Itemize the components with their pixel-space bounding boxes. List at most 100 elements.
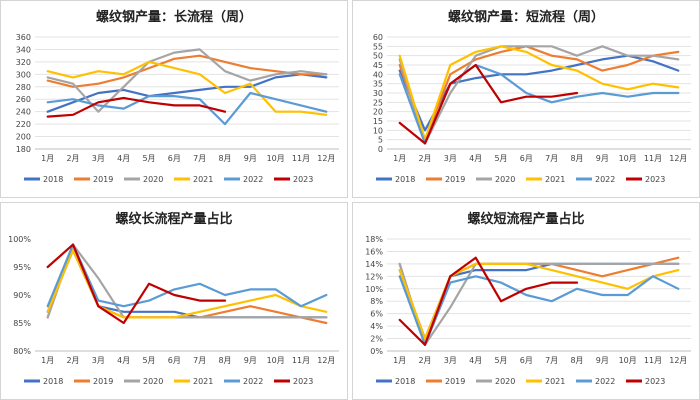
x-tick-label: 11月 [644,154,662,163]
y-tick-label: 6% [370,310,383,319]
x-tick-label: 5月 [494,356,507,365]
x-tick-label: 6月 [168,154,181,163]
y-tick-label: 25 [373,98,383,107]
y-tick-label: 200 [16,133,31,142]
x-tick-label: 4月 [469,154,482,163]
x-tick-label: 3月 [444,154,457,163]
legend-label-2023: 2023 [645,175,665,184]
x-tick-label: 1月 [393,356,406,365]
legend-label-2019: 2019 [445,175,465,184]
x-tick-label: 11月 [292,356,310,365]
x-tick-label: 8月 [570,154,583,163]
legend-label-2021: 2021 [193,175,213,184]
x-tick-label: 12月 [317,356,335,365]
y-tick-label: 5 [378,136,383,145]
y-tick-label: 220 [16,120,31,129]
series-line-2023 [398,256,579,346]
y-tick-label: 360 [16,33,31,42]
series-line-2020 [398,262,680,346]
legend-label-2021: 2021 [193,377,213,386]
x-tick-label: 10月 [619,356,637,365]
y-tick-label: 14% [365,260,383,269]
x-tick-label: 9月 [596,154,609,163]
legend-label-2019: 2019 [93,175,113,184]
legend-label-2022: 2022 [243,377,263,386]
x-tick-label: 6月 [520,356,533,365]
y-tick-label: 12% [365,272,383,281]
chart-title: 螺纹钢产量：长流程（周） [96,9,252,25]
y-tick-label: 30 [373,89,383,98]
x-tick-label: 1月 [41,356,54,365]
x-tick-label: 4月 [469,356,482,365]
x-tick-label: 8月 [218,154,231,163]
x-tick-label: 7月 [193,356,206,365]
x-tick-label: 2月 [418,356,431,365]
y-tick-label: 0% [370,347,383,356]
y-tick-label: 50 [373,52,383,61]
x-tick-label: 7月 [545,356,558,365]
chart-title: 螺纹长流程产量占比 [115,211,232,227]
legend-label-2023: 2023 [293,175,313,184]
x-tick-label: 8月 [218,356,231,365]
x-tick-label: 5月 [494,154,507,163]
x-tick-label: 12月 [317,154,335,163]
series-line-2020 [46,243,328,319]
series-line-2022 [46,91,328,126]
legend-label-2020: 2020 [143,175,163,184]
y-tick-label: 320 [16,58,31,67]
series-line-2019 [46,54,328,88]
x-tick-label: 9月 [244,154,257,163]
x-tick-label: 3月 [92,356,105,365]
x-tick-label: 2月 [66,356,79,365]
y-tick-label: 0 [378,145,383,154]
x-tick-label: 3月 [92,154,105,163]
x-tick-label: 10月 [267,356,285,365]
legend-label-2019: 2019 [445,377,465,386]
y-tick-label: 40 [373,70,383,79]
x-tick-label: 6月 [168,356,181,365]
line-chart-long-process-output: 螺纹钢产量：长流程（周） 180 200 220 240 260 280 300 320 340 3… [16,9,339,184]
y-tick-label: 60 [373,33,383,42]
y-tick-label: 2% [370,335,383,344]
x-tick-label: 1月 [41,154,54,163]
chart-panel-short-process-output: 螺纹钢产量：短流程（周） 0 5 10 15 20 25 30 35 40 45 50 55 60 1月 2月… [352,0,700,198]
y-tick-label: 20 [373,108,383,117]
legend-label-2022: 2022 [243,175,263,184]
series-line-2023 [398,63,579,145]
series-line-2019 [398,45,680,141]
x-tick-label: 4月 [117,154,130,163]
series-line-2020 [46,48,328,113]
legend-label-2020: 2020 [495,175,515,184]
x-tick-label: 11月 [644,356,662,365]
series-line-2023 [46,96,227,118]
x-tick-label: 6月 [520,154,533,163]
y-tick-label: 10 [373,126,383,135]
x-tick-label: 7月 [545,154,558,163]
series-line-2022 [398,275,680,346]
y-tick-label: 300 [16,70,31,79]
chart-panel-short-process-share: 螺纹短流程产量占比 0% 2% 4% 6% 8% 10% 12% 14% 16% 18% 1月 2月 3月… [352,202,700,400]
y-tick-label: 90% [13,291,31,300]
legend-label-2020: 2020 [143,377,163,386]
y-tick-label: 80% [13,347,31,356]
legend-label-2018: 2018 [395,377,415,386]
chart-title: 螺纹钢产量：短流程（周） [448,9,604,25]
chart-panel-long-process-share: 螺纹长流程产量占比 80% 85% 90% 95% 100% 1月 2月 3月 4月 5月 6月 7月 8… [0,202,348,400]
x-tick-label: 10月 [619,154,637,163]
x-tick-label: 9月 [596,356,609,365]
series-line-2021 [398,45,680,141]
x-tick-label: 4月 [117,356,130,365]
chart-panel-long-process-output: 螺纹钢产量：长流程（周） 180 200 220 240 260 280 300 320 340 3… [0,0,348,198]
x-tick-label: 12月 [669,356,687,365]
y-tick-label: 95% [13,263,31,272]
y-tick-label: 16% [365,247,383,256]
x-tick-label: 5月 [142,356,155,365]
chart-title: 螺纹短流程产量占比 [467,211,584,227]
x-tick-label: 11月 [292,154,310,163]
legend-label-2023: 2023 [645,377,665,386]
x-tick-label: 3月 [444,356,457,365]
legend-label-2018: 2018 [43,377,63,386]
legend-label-2021: 2021 [545,377,565,386]
y-tick-label: 35 [373,80,383,89]
legend-label-2021: 2021 [545,175,565,184]
